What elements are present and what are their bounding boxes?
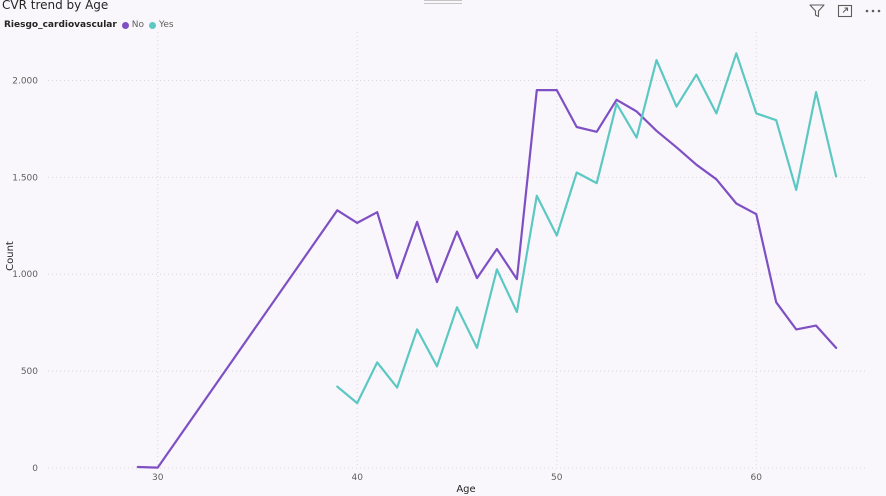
- visual-header-toolbar: [808, 3, 882, 19]
- x-tick-label: 50: [551, 473, 563, 483]
- legend-marker-yes: [149, 21, 157, 29]
- filter-button[interactable]: [808, 3, 826, 19]
- x-tick-label: 30: [152, 473, 164, 483]
- y-tick-label: 500: [21, 367, 38, 377]
- y-axis-ticks: 0 500 1.000 1.500 2.000: [12, 76, 38, 474]
- legend-item-yes[interactable]: Yes: [149, 20, 174, 30]
- y-tick-label: 2.000: [12, 76, 38, 86]
- gridlines: [48, 32, 866, 469]
- legend-title: Riesgo_cardiovascular: [4, 20, 117, 30]
- series-line-yes[interactable]: [336, 52, 838, 405]
- filter-icon: [809, 4, 825, 18]
- y-axis-label: Count: [5, 241, 16, 271]
- more-options-button[interactable]: [864, 3, 882, 19]
- y-tick-label: 1.000: [12, 270, 38, 280]
- legend-marker-no: [121, 21, 129, 29]
- x-tick-label: 60: [751, 473, 763, 483]
- focus-mode-icon: [837, 4, 853, 18]
- y-tick-label: 0: [32, 464, 38, 474]
- legend-label-no: No: [131, 20, 145, 30]
- drag-handle[interactable]: [424, 0, 462, 4]
- more-options-icon: [865, 9, 881, 13]
- series-lines: [136, 52, 838, 469]
- legend-label-yes: Yes: [159, 20, 174, 30]
- legend: Riesgo_cardiovascular No Yes: [4, 20, 174, 30]
- x-axis-label: Age: [456, 484, 475, 495]
- visual-title: CVR trend by Age: [2, 0, 109, 12]
- legend-item-no[interactable]: No: [121, 20, 145, 30]
- x-axis-ticks: 30 40 50 60: [152, 473, 762, 483]
- series-line-no[interactable]: [136, 89, 838, 469]
- focus-mode-button[interactable]: [836, 3, 854, 19]
- y-tick-label: 1.500: [12, 173, 38, 183]
- x-tick-label: 40: [352, 473, 364, 483]
